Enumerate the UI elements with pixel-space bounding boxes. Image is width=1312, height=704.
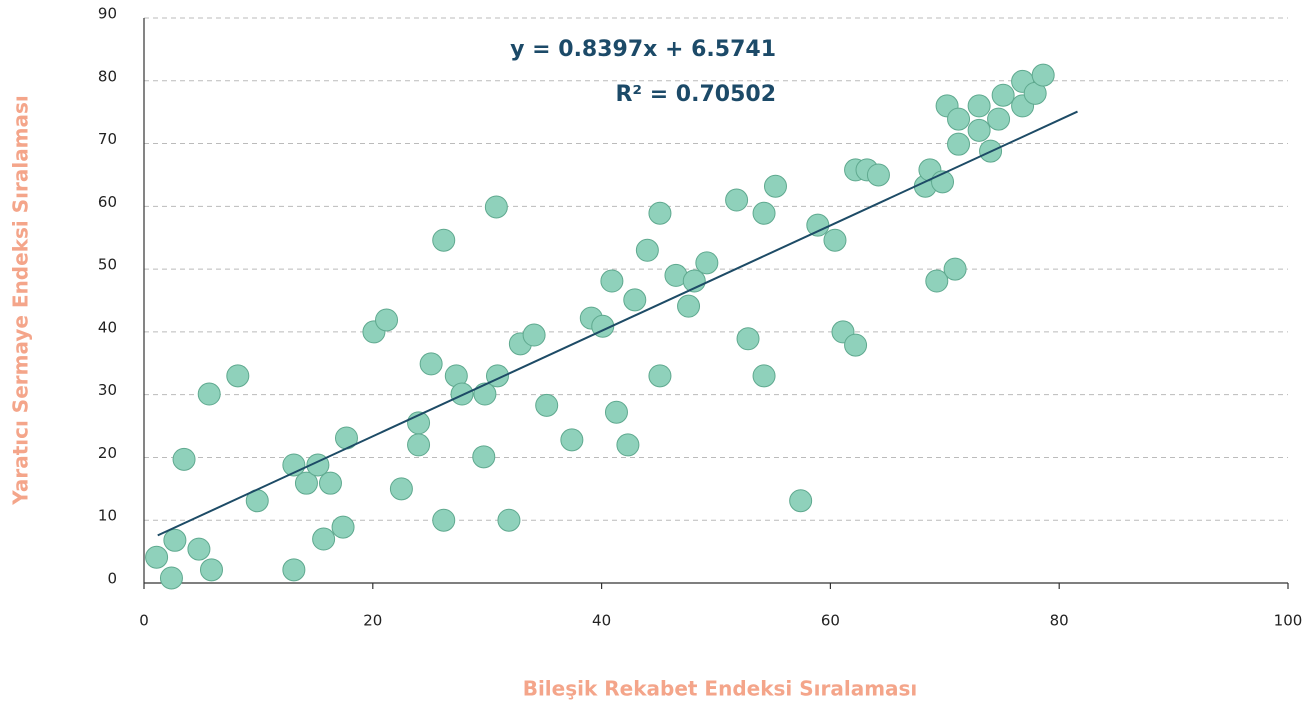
- point: [331, 515, 355, 539]
- x-tick-label: 0: [139, 612, 149, 630]
- point: [432, 228, 456, 252]
- y-tick-label: 50: [98, 256, 117, 274]
- point: [736, 327, 760, 351]
- point: [535, 393, 559, 417]
- point: [987, 107, 1011, 131]
- point: [648, 201, 672, 225]
- point: [695, 251, 719, 275]
- point: [623, 288, 647, 312]
- point: [199, 558, 223, 582]
- y-tick-label: 90: [98, 5, 117, 23]
- point: [187, 537, 211, 561]
- point: [318, 471, 342, 495]
- point: [616, 433, 640, 457]
- point: [635, 238, 659, 262]
- point: [407, 433, 431, 457]
- point: [648, 364, 672, 388]
- x-tick-label: 80: [1050, 612, 1069, 630]
- point: [763, 174, 787, 198]
- point: [419, 352, 443, 376]
- point: [294, 471, 318, 495]
- point: [450, 382, 474, 406]
- point: [282, 558, 306, 582]
- y-tick-label: 20: [98, 444, 117, 462]
- point: [432, 508, 456, 532]
- point: [172, 447, 196, 471]
- point: [967, 118, 991, 142]
- point: [866, 163, 890, 187]
- point: [159, 566, 183, 590]
- y-tick-label: 60: [98, 193, 117, 211]
- point: [226, 364, 250, 388]
- point: [1031, 63, 1055, 87]
- r-squared: R² = 0.70502: [615, 82, 776, 107]
- y-tick-label: 10: [98, 507, 117, 525]
- point: [925, 269, 949, 293]
- point: [473, 382, 497, 406]
- point: [806, 213, 830, 237]
- point: [677, 294, 701, 318]
- point: [604, 400, 628, 424]
- y-tick-label: 80: [98, 67, 117, 85]
- equation: y = 0.8397x + 6.5741: [510, 37, 776, 62]
- y-tick-label: 40: [98, 318, 117, 336]
- x-tick-label: 20: [363, 612, 382, 630]
- point: [947, 132, 971, 156]
- point: [991, 83, 1015, 107]
- y-axis-title: Yaratıcı Sermaye Endeksi Sıralaması: [9, 95, 33, 506]
- point: [752, 364, 776, 388]
- point: [389, 477, 413, 501]
- point: [823, 228, 847, 252]
- point: [522, 323, 546, 347]
- point: [375, 308, 399, 332]
- point: [484, 195, 508, 219]
- y-tick-label: 70: [98, 130, 117, 148]
- x-tick-label: 40: [592, 612, 611, 630]
- point: [967, 94, 991, 118]
- x-tick-label: 60: [821, 612, 840, 630]
- point: [789, 489, 813, 513]
- point: [312, 527, 336, 551]
- y-tick-label: 30: [98, 381, 117, 399]
- x-axis-title: Bileşik Rekabet Endeksi Sıralaması: [523, 677, 918, 701]
- point: [600, 269, 624, 293]
- point: [145, 545, 169, 569]
- trendline: [157, 110, 1078, 537]
- x-tick-label: 100: [1274, 612, 1303, 630]
- point: [725, 188, 749, 212]
- point: [943, 257, 967, 281]
- point: [560, 428, 584, 452]
- point: [844, 333, 868, 357]
- point: [752, 201, 776, 225]
- point: [947, 107, 971, 131]
- point: [472, 445, 496, 469]
- point: [497, 508, 521, 532]
- point: [197, 382, 221, 406]
- point: [163, 528, 187, 552]
- y-tick-label: 0: [107, 570, 117, 588]
